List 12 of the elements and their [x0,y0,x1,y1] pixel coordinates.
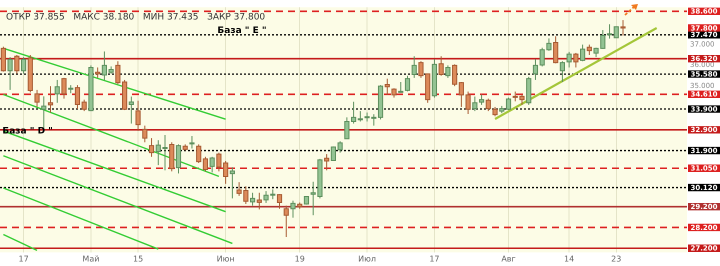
x-tick-label: Июн [216,254,235,264]
x-tick-label: Май [82,254,100,264]
x-tick-label: Авг [501,254,516,264]
annotation: База " E " [217,26,267,36]
x-tick-label: 17 [429,254,440,264]
x-tick-label: 17 [18,254,29,264]
x-tick-label: 14 [564,254,574,264]
x-tick-label: 15 [132,254,144,264]
text: ОТКР 37.855 МАКС 38.180 МИН 37.435 ЗАКР 37.800 [6,12,266,23]
x-tick-label: 23 [611,254,622,264]
x-tick-label: 19 [294,254,305,264]
x-tick-label: Июл [358,254,376,264]
